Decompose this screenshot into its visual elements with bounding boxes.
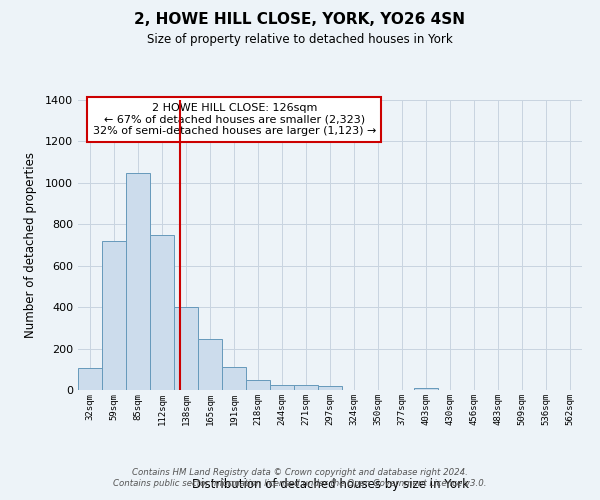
Bar [102, 241, 126, 390]
Bar [150, 234, 174, 390]
Text: 2, HOWE HILL CLOSE, YORK, YO26 4SN: 2, HOWE HILL CLOSE, YORK, YO26 4SN [134, 12, 466, 28]
Bar [294, 385, 318, 390]
Bar [174, 307, 198, 390]
Bar [198, 339, 222, 390]
Text: Size of property relative to detached houses in York: Size of property relative to detached ho… [147, 32, 453, 46]
Bar [126, 172, 150, 390]
Bar [270, 385, 294, 390]
Bar [222, 367, 246, 390]
Bar [246, 380, 270, 390]
Text: 2 HOWE HILL CLOSE: 126sqm
← 67% of detached houses are smaller (2,323)
32% of se: 2 HOWE HILL CLOSE: 126sqm ← 67% of detac… [92, 103, 376, 136]
X-axis label: Distribution of detached houses by size in York: Distribution of detached houses by size … [191, 478, 469, 491]
Y-axis label: Number of detached properties: Number of detached properties [23, 152, 37, 338]
Bar [78, 368, 102, 390]
Text: Contains HM Land Registry data © Crown copyright and database right 2024.
Contai: Contains HM Land Registry data © Crown c… [113, 468, 487, 487]
Bar [318, 386, 342, 390]
Bar [414, 388, 438, 390]
